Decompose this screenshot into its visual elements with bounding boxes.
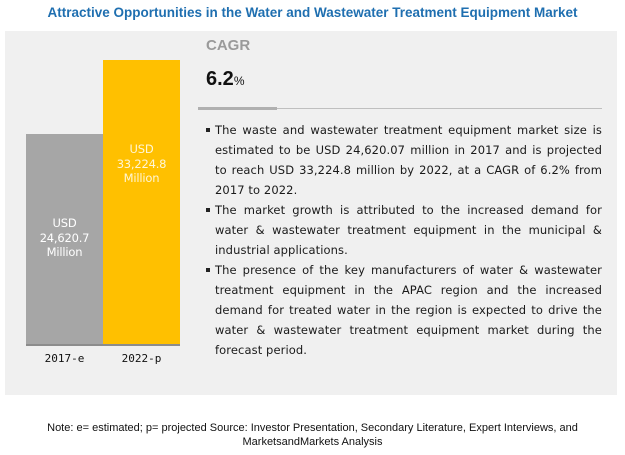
cagr-number: 6.2 (206, 68, 234, 90)
chart-baseline (26, 344, 180, 346)
key-point: The presence of the key manufacturers of… (206, 260, 602, 360)
cagr-label: CAGR (206, 37, 251, 54)
x-tick-label-2022: 2022-p (121, 352, 162, 365)
bar-2017 (26, 134, 103, 345)
x-tick-label-2017: 2017-e (44, 352, 85, 365)
page-title: Attractive Opportunities in the Water an… (47, 5, 578, 20)
bar-2022 (103, 60, 180, 345)
divider-accent (198, 107, 277, 110)
bar-label-line: USD (52, 216, 77, 230)
divider-line (198, 108, 602, 109)
key-point: The market growth is attributed to the i… (206, 200, 602, 260)
key-point: The waste and wastewater treatment equip… (206, 120, 602, 200)
bar-label-line: Million (123, 171, 160, 185)
bar-label-line: USD (129, 142, 154, 156)
bar-label-line: 33,224.8 (116, 156, 167, 171)
key-points-list: The waste and wastewater treatment equip… (206, 120, 602, 360)
cagr-value: 6.2% (206, 68, 244, 91)
bar-value-label-2017: USD 24,620.7 Million (26, 216, 103, 260)
cagr-unit: % (233, 74, 245, 88)
bar-value-label-2022: USD 33,224.8 Million (103, 142, 180, 186)
bar-label-line: Million (46, 245, 83, 259)
bar-label-line: 24,620.7 (39, 230, 90, 245)
source-note: Note: e= estimated; p= projected Source:… (47, 422, 578, 448)
